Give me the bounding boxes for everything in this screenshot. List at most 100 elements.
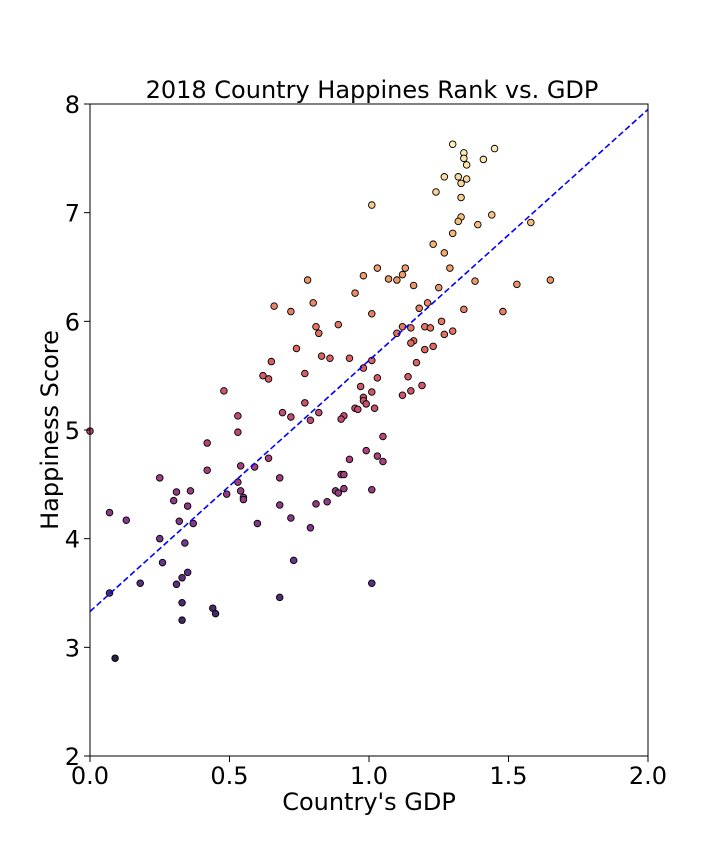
y-tick-label: 8: [65, 91, 80, 119]
data-point: [337, 415, 345, 423]
data-point: [462, 161, 471, 169]
data-point: [340, 470, 348, 479]
data-point: [393, 276, 401, 284]
x-tick-label: 0.5: [210, 762, 248, 790]
data-point: [435, 283, 443, 292]
data-point: [368, 309, 376, 318]
data-point: [122, 516, 131, 524]
data-point: [275, 501, 284, 509]
data-point: [181, 539, 189, 547]
data-point: [460, 305, 468, 314]
data-point: [105, 508, 114, 517]
data-point: [169, 496, 178, 505]
data-point: [429, 240, 437, 248]
data-point: [183, 502, 192, 510]
data-point: [404, 373, 412, 381]
data-point: [270, 302, 278, 310]
data-point: [398, 323, 407, 331]
data-point: [312, 500, 320, 508]
y-tick-label: 5: [65, 417, 80, 445]
x-tick-label: 1.0: [350, 762, 388, 790]
data-point: [158, 558, 167, 567]
data-point: [359, 271, 368, 280]
data-point: [368, 579, 376, 587]
data-point: [306, 416, 315, 424]
data-point: [513, 280, 521, 289]
regression-line: [89, 108, 649, 613]
data-point: [301, 399, 309, 407]
y-tick-label: 6: [65, 308, 80, 336]
y-tick-label: 2: [65, 743, 80, 771]
data-point: [309, 299, 317, 307]
data-point: [454, 217, 463, 226]
data-point: [253, 519, 262, 528]
data-point: [178, 599, 186, 607]
data-point: [437, 317, 446, 326]
data-point: [370, 404, 379, 413]
data-point: [345, 354, 354, 363]
data-point: [178, 574, 186, 582]
data-point: [183, 568, 192, 577]
data-point: [440, 330, 449, 339]
data-point: [479, 155, 488, 164]
data-point: [345, 455, 354, 464]
data-point: [362, 446, 370, 455]
data-point: [407, 339, 415, 347]
data-point: [527, 218, 535, 227]
data-point: [287, 307, 295, 316]
data-point: [409, 281, 418, 290]
y-tick-label: 3: [65, 634, 80, 662]
data-point: [278, 408, 287, 417]
data-point: [317, 352, 326, 360]
data-point: [448, 327, 457, 335]
data-point: [398, 270, 407, 279]
data-point: [267, 357, 276, 366]
data-point: [315, 329, 323, 338]
data-point: [234, 412, 242, 420]
data-point: [426, 324, 435, 332]
data-point: [172, 488, 181, 496]
data-point: [239, 495, 248, 504]
x-tick-label: 1.5: [489, 762, 527, 790]
data-point: [457, 179, 465, 188]
data-point: [471, 277, 479, 285]
data-point: [264, 454, 273, 463]
data-point: [334, 320, 343, 329]
y-axis-label: Happiness Score: [36, 330, 64, 530]
data-point: [546, 276, 555, 284]
data-point: [432, 188, 440, 196]
chart-title: 2018 Country Happines Rank vs. GDP: [146, 76, 599, 104]
data-point: [448, 229, 457, 238]
data-point: [488, 211, 496, 219]
data-point: [178, 616, 186, 624]
data-point: [175, 517, 184, 526]
data-point: [362, 400, 370, 408]
y-tick-label: 7: [65, 200, 80, 228]
data-point: [440, 173, 449, 181]
x-axis-label: Country's GDP: [282, 788, 456, 816]
data-point: [203, 439, 211, 447]
data-point: [446, 264, 454, 272]
data-point: [460, 154, 468, 163]
y-axis: 2 3 4 5 6 7 8: [65, 91, 90, 771]
data-point: [384, 275, 393, 283]
data-point: [454, 173, 463, 181]
plot-area: [90, 104, 648, 756]
data-point: [421, 345, 429, 354]
data-point: [189, 519, 197, 528]
data-point: [259, 371, 267, 380]
data-point: [222, 490, 231, 498]
data-point: [448, 140, 457, 148]
data-point: [275, 474, 284, 482]
data-point: [429, 342, 437, 351]
points-layer: [86, 140, 555, 662]
data-point: [354, 405, 362, 414]
data-point: [368, 486, 376, 494]
data-point: [418, 381, 426, 390]
data-point: [264, 375, 273, 383]
data-point: [379, 432, 387, 441]
data-point: [220, 387, 228, 395]
x-axis: 0.0 0.5 1.0 1.5 2.0: [71, 756, 667, 790]
data-point: [275, 593, 284, 602]
